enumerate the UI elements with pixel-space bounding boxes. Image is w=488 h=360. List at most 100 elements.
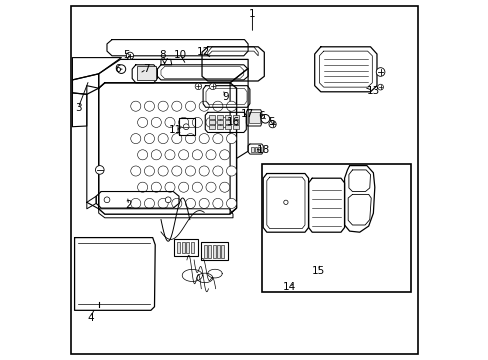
Bar bbox=[224, 120, 230, 124]
Circle shape bbox=[130, 166, 141, 176]
Circle shape bbox=[185, 166, 195, 176]
Circle shape bbox=[144, 134, 154, 144]
Circle shape bbox=[130, 101, 141, 111]
Bar bbox=[190, 242, 194, 253]
Text: 18: 18 bbox=[256, 145, 269, 156]
Circle shape bbox=[199, 101, 209, 111]
Text: 14: 14 bbox=[282, 282, 296, 292]
Circle shape bbox=[212, 101, 223, 111]
Circle shape bbox=[377, 84, 383, 90]
Circle shape bbox=[212, 134, 223, 144]
Bar bbox=[186, 242, 189, 253]
Text: 5: 5 bbox=[123, 50, 129, 60]
Bar bbox=[174, 239, 197, 256]
Circle shape bbox=[171, 198, 182, 208]
Circle shape bbox=[164, 150, 175, 160]
Circle shape bbox=[158, 134, 168, 144]
Circle shape bbox=[219, 150, 229, 160]
Text: 17: 17 bbox=[240, 109, 253, 120]
Circle shape bbox=[171, 134, 182, 144]
Bar bbox=[137, 66, 156, 80]
Text: 9: 9 bbox=[222, 92, 228, 102]
Bar bbox=[209, 120, 215, 124]
Bar bbox=[204, 245, 206, 258]
Circle shape bbox=[178, 150, 188, 160]
Bar bbox=[248, 112, 259, 123]
Text: 6: 6 bbox=[258, 111, 264, 121]
Circle shape bbox=[130, 198, 141, 208]
Text: 16: 16 bbox=[226, 117, 239, 127]
Bar bbox=[254, 147, 257, 152]
Text: 4: 4 bbox=[87, 312, 94, 323]
Bar bbox=[177, 242, 180, 253]
Circle shape bbox=[268, 121, 276, 128]
Circle shape bbox=[165, 197, 171, 203]
Circle shape bbox=[158, 101, 168, 111]
Circle shape bbox=[158, 198, 168, 208]
Text: 12: 12 bbox=[196, 47, 209, 57]
Bar bbox=[201, 242, 228, 260]
Circle shape bbox=[192, 117, 202, 127]
Circle shape bbox=[158, 166, 168, 176]
Circle shape bbox=[144, 101, 154, 111]
Circle shape bbox=[164, 117, 175, 127]
Text: 6: 6 bbox=[114, 64, 121, 74]
Text: 2: 2 bbox=[125, 200, 132, 210]
Bar bbox=[232, 115, 238, 119]
Circle shape bbox=[178, 117, 188, 127]
Circle shape bbox=[171, 101, 182, 111]
Circle shape bbox=[137, 182, 147, 192]
Circle shape bbox=[219, 117, 229, 127]
Circle shape bbox=[151, 117, 161, 127]
Text: 3: 3 bbox=[75, 103, 81, 113]
Circle shape bbox=[226, 166, 236, 176]
Circle shape bbox=[126, 52, 133, 59]
Bar bbox=[217, 120, 223, 124]
Circle shape bbox=[192, 182, 202, 192]
Bar bbox=[224, 115, 230, 119]
Circle shape bbox=[226, 198, 236, 208]
Text: 15: 15 bbox=[311, 266, 324, 276]
Circle shape bbox=[205, 117, 216, 127]
Circle shape bbox=[283, 200, 287, 204]
Bar bbox=[250, 147, 253, 152]
Circle shape bbox=[226, 134, 236, 144]
Bar bbox=[209, 115, 215, 119]
Circle shape bbox=[144, 166, 154, 176]
Bar bbox=[224, 125, 230, 129]
Text: 11: 11 bbox=[168, 125, 182, 135]
Circle shape bbox=[137, 150, 147, 160]
Circle shape bbox=[212, 166, 223, 176]
Circle shape bbox=[130, 134, 141, 144]
Bar bbox=[261, 164, 410, 292]
Circle shape bbox=[185, 101, 195, 111]
Circle shape bbox=[164, 182, 175, 192]
Circle shape bbox=[205, 150, 216, 160]
Bar bbox=[221, 245, 224, 258]
Bar bbox=[208, 245, 211, 258]
Bar bbox=[181, 242, 184, 253]
Circle shape bbox=[178, 182, 188, 192]
Circle shape bbox=[185, 134, 195, 144]
Circle shape bbox=[199, 166, 209, 176]
Circle shape bbox=[375, 68, 384, 76]
Circle shape bbox=[137, 117, 147, 127]
Circle shape bbox=[209, 83, 216, 90]
Bar bbox=[217, 115, 223, 119]
Circle shape bbox=[151, 182, 161, 192]
Bar bbox=[209, 125, 215, 129]
Text: 13: 13 bbox=[366, 86, 379, 96]
Text: 7: 7 bbox=[143, 64, 150, 74]
Text: 5: 5 bbox=[267, 117, 274, 127]
Bar bbox=[217, 125, 223, 129]
Text: 1: 1 bbox=[248, 9, 255, 19]
Circle shape bbox=[199, 134, 209, 144]
Circle shape bbox=[117, 65, 125, 73]
Bar bbox=[232, 120, 238, 124]
Circle shape bbox=[219, 182, 229, 192]
Circle shape bbox=[144, 198, 154, 208]
Circle shape bbox=[212, 198, 223, 208]
Circle shape bbox=[95, 166, 104, 174]
Bar bbox=[232, 125, 238, 129]
Circle shape bbox=[261, 114, 269, 123]
